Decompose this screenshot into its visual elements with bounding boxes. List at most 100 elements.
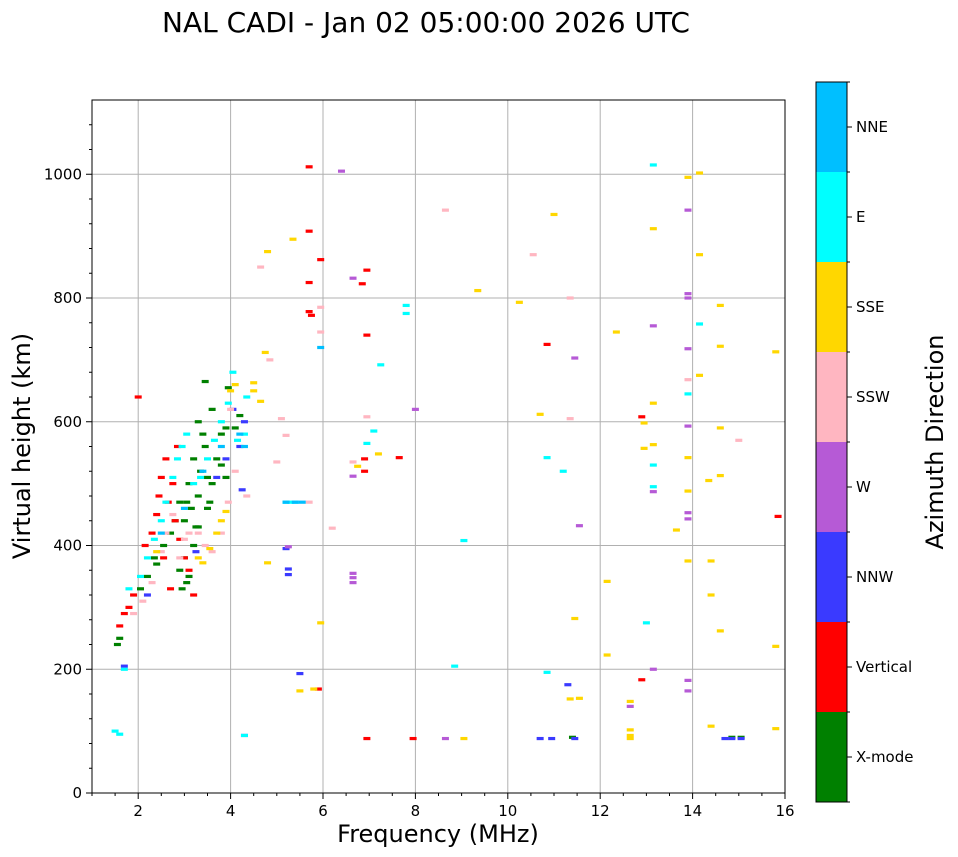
data-point — [180, 556, 188, 560]
data-point — [649, 163, 657, 167]
data-point — [728, 736, 736, 741]
data-point — [411, 407, 419, 411]
data-point — [176, 537, 184, 541]
data-point — [178, 444, 186, 449]
data-point — [684, 424, 692, 428]
data-point — [317, 345, 325, 350]
data-point — [305, 500, 313, 504]
data-point — [120, 667, 128, 671]
data-point — [143, 574, 151, 579]
data-point — [349, 571, 357, 575]
data-point — [284, 567, 292, 571]
data-point — [257, 399, 265, 403]
colorbar-segment — [816, 262, 847, 352]
data-point — [173, 457, 181, 461]
data-point — [395, 456, 403, 460]
x-tick-label: 14 — [683, 802, 702, 820]
data-point — [116, 624, 124, 628]
data-point — [139, 599, 147, 603]
data-point — [626, 699, 634, 704]
data-point — [250, 389, 258, 393]
data-point — [148, 581, 156, 585]
data-point — [772, 727, 780, 731]
data-point — [529, 253, 537, 257]
data-point — [649, 667, 657, 671]
data-point — [696, 373, 704, 377]
data-point — [716, 303, 724, 308]
data-point — [143, 556, 151, 560]
data-point — [169, 482, 177, 486]
data-point — [185, 568, 193, 572]
data-point — [150, 556, 158, 560]
data-point — [183, 432, 191, 436]
colorbar-tick-label: W — [856, 478, 871, 496]
data-point — [213, 475, 221, 480]
data-point — [264, 249, 272, 254]
data-point — [328, 526, 336, 530]
data-point — [266, 358, 274, 362]
data-point — [190, 543, 198, 548]
data-point — [638, 415, 646, 419]
data-point — [217, 519, 225, 523]
data-point — [180, 519, 188, 523]
data-point — [257, 265, 265, 269]
data-point — [224, 401, 232, 405]
data-point — [160, 543, 168, 548]
data-point — [566, 417, 574, 421]
data-point — [772, 350, 780, 354]
data-point — [707, 724, 715, 728]
data-point — [284, 545, 292, 549]
data-point — [441, 736, 449, 741]
plot-area — [92, 100, 785, 793]
data-point — [125, 587, 133, 591]
data-point — [240, 733, 248, 738]
colorbar-tick-label: NNW — [856, 568, 893, 586]
x-tick-label: 10 — [498, 802, 517, 820]
y-axis: 0 200 400 600 800 1000 — [44, 124, 92, 802]
data-point — [559, 469, 567, 473]
data-point — [474, 288, 482, 293]
x-tick-label: 12 — [591, 802, 610, 820]
data-point — [204, 506, 211, 510]
data-point — [194, 494, 202, 498]
data-point — [626, 736, 634, 741]
data-point — [684, 489, 692, 493]
data-point — [536, 736, 544, 741]
data-point — [116, 636, 124, 640]
colorbar-segment — [816, 172, 847, 262]
data-point — [536, 412, 544, 416]
data-point — [363, 268, 371, 272]
data-point — [176, 500, 184, 504]
data-point — [684, 678, 692, 682]
data-point — [194, 531, 202, 535]
data-point — [409, 736, 417, 741]
data-point — [571, 616, 579, 621]
data-point — [575, 696, 583, 700]
data-point — [684, 392, 692, 396]
data-point — [234, 438, 242, 442]
data-point — [224, 500, 232, 504]
data-point — [201, 543, 209, 548]
data-point — [231, 426, 239, 430]
data-point — [243, 494, 251, 498]
data-point — [317, 621, 325, 625]
data-point — [307, 313, 315, 317]
data-point — [236, 413, 244, 418]
data-point — [201, 444, 209, 449]
data-point — [684, 347, 692, 351]
data-point — [289, 237, 297, 241]
data-point — [162, 531, 170, 535]
colorbar-segment — [816, 712, 847, 802]
data-point — [162, 457, 170, 461]
data-point — [116, 732, 124, 736]
data-point — [672, 528, 680, 532]
colorbar-segment — [816, 442, 847, 532]
x-axis-label: Frequency (MHz) — [337, 820, 539, 848]
data-point — [349, 576, 357, 580]
colorbar-segment — [816, 532, 847, 622]
data-point — [649, 324, 657, 328]
data-point — [185, 482, 193, 486]
data-point — [120, 664, 128, 668]
data-point — [460, 538, 468, 543]
